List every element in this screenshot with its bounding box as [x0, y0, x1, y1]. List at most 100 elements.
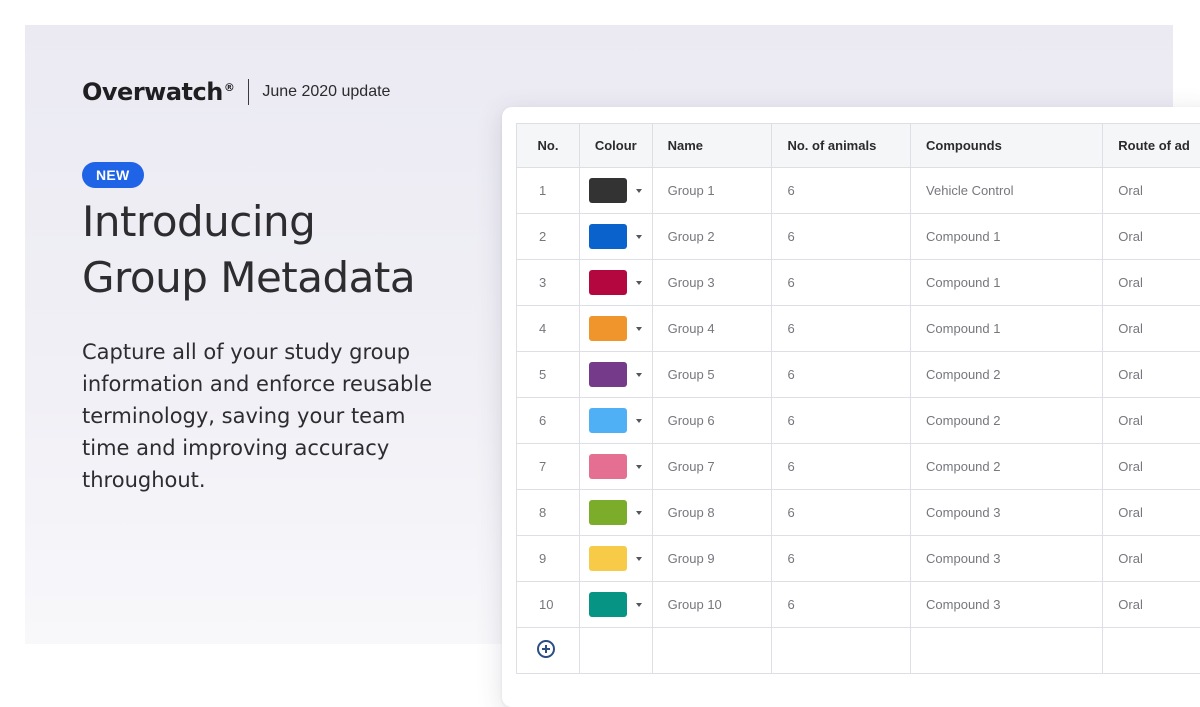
cell-colour [579, 582, 652, 628]
caret-down-icon[interactable] [636, 327, 642, 331]
caret-down-icon[interactable] [636, 235, 642, 239]
cell-name[interactable]: Group 10 [652, 582, 772, 628]
caret-down-icon[interactable] [636, 419, 642, 423]
colour-swatch[interactable] [589, 454, 627, 479]
overwatch-logo: Overwatch® [82, 78, 234, 106]
colour-swatch[interactable] [589, 178, 627, 203]
cell-animals[interactable]: 6 [772, 490, 911, 536]
header-animals[interactable]: No. of animals [772, 124, 911, 168]
cell-compound[interactable]: Compound 2 [911, 444, 1103, 490]
cell-name[interactable]: Group 9 [652, 536, 772, 582]
brand-header: Overwatch® June 2020 update [82, 78, 390, 106]
cell-name[interactable]: Group 5 [652, 352, 772, 398]
headline: Introducing Group Metadata [82, 194, 482, 306]
header-name[interactable]: Name [652, 124, 772, 168]
colour-swatch[interactable] [589, 408, 627, 433]
cell-name[interactable]: Group 8 [652, 490, 772, 536]
cell-name[interactable]: Group 7 [652, 444, 772, 490]
cell-route[interactable]: Oral [1103, 168, 1200, 214]
colour-swatch[interactable] [589, 224, 627, 249]
colour-picker[interactable] [589, 316, 652, 341]
add-cell [517, 628, 580, 674]
header-colour[interactable]: Colour [579, 124, 652, 168]
cell-animals[interactable]: 6 [772, 582, 911, 628]
cell-compound[interactable]: Compound 2 [911, 398, 1103, 444]
colour-picker[interactable] [589, 454, 652, 479]
colour-picker[interactable] [589, 178, 652, 203]
cell-route[interactable]: Oral [1103, 490, 1200, 536]
cell-compound[interactable]: Compound 2 [911, 352, 1103, 398]
colour-picker[interactable] [589, 546, 652, 571]
cell-no: 7 [517, 444, 580, 490]
header-route[interactable]: Route of ad [1103, 124, 1200, 168]
cell-compound[interactable]: Compound 3 [911, 536, 1103, 582]
cell-animals[interactable]: 6 [772, 398, 911, 444]
colour-picker[interactable] [589, 500, 652, 525]
colour-picker[interactable] [589, 408, 652, 433]
cell-no: 8 [517, 490, 580, 536]
cell-animals[interactable]: 6 [772, 444, 911, 490]
colour-picker[interactable] [589, 592, 652, 617]
cell-route[interactable]: Oral [1103, 214, 1200, 260]
caret-down-icon[interactable] [636, 281, 642, 285]
header-no[interactable]: No. [517, 124, 580, 168]
cell-name[interactable]: Group 4 [652, 306, 772, 352]
cell-animals[interactable]: 6 [772, 260, 911, 306]
plus-circle-icon[interactable] [537, 640, 555, 658]
cell-name[interactable]: Group 3 [652, 260, 772, 306]
caret-down-icon[interactable] [636, 557, 642, 561]
cell-compound[interactable]: Vehicle Control [911, 168, 1103, 214]
colour-swatch[interactable] [589, 316, 627, 341]
cell-compound[interactable]: Compound 3 [911, 582, 1103, 628]
colour-swatch[interactable] [589, 500, 627, 525]
caret-down-icon[interactable] [636, 373, 642, 377]
colour-swatch[interactable] [589, 592, 627, 617]
cell-name[interactable]: Group 6 [652, 398, 772, 444]
cell-route[interactable]: Oral [1103, 444, 1200, 490]
cell-no: 10 [517, 582, 580, 628]
colour-swatch[interactable] [589, 270, 627, 295]
cell-animals[interactable]: 6 [772, 214, 911, 260]
group-metadata-table: No. Colour Name No. of animals Compounds… [516, 123, 1200, 674]
cell-name[interactable]: Group 1 [652, 168, 772, 214]
caret-down-icon[interactable] [636, 189, 642, 193]
caret-down-icon[interactable] [636, 465, 642, 469]
colour-swatch[interactable] [589, 546, 627, 571]
cell-route[interactable]: Oral [1103, 352, 1200, 398]
cell-no: 6 [517, 398, 580, 444]
cell-route[interactable]: Oral [1103, 398, 1200, 444]
cell-route[interactable]: Oral [1103, 306, 1200, 352]
cell-animals[interactable]: 6 [772, 536, 911, 582]
cell-animals[interactable]: 6 [772, 168, 911, 214]
cell-route[interactable]: Oral [1103, 536, 1200, 582]
colour-picker[interactable] [589, 270, 652, 295]
colour-picker[interactable] [589, 224, 652, 249]
cell-animals[interactable]: 6 [772, 352, 911, 398]
cell-compound[interactable]: Compound 1 [911, 214, 1103, 260]
header-compounds[interactable]: Compounds [911, 124, 1103, 168]
cell-colour [579, 214, 652, 260]
cell-compound[interactable]: Compound 1 [911, 260, 1103, 306]
cell-compound[interactable]: Compound 1 [911, 306, 1103, 352]
group-table-card: No. Colour Name No. of animals Compounds… [502, 107, 1200, 707]
cell-name[interactable]: Group 2 [652, 214, 772, 260]
colour-swatch[interactable] [589, 362, 627, 387]
colour-picker[interactable] [589, 362, 652, 387]
cell-compound[interactable]: Compound 3 [911, 490, 1103, 536]
caret-down-icon[interactable] [636, 511, 642, 515]
caret-down-icon[interactable] [636, 603, 642, 607]
cell-animals[interactable]: 6 [772, 306, 911, 352]
cell-route[interactable]: Oral [1103, 582, 1200, 628]
cell-route[interactable]: Oral [1103, 260, 1200, 306]
